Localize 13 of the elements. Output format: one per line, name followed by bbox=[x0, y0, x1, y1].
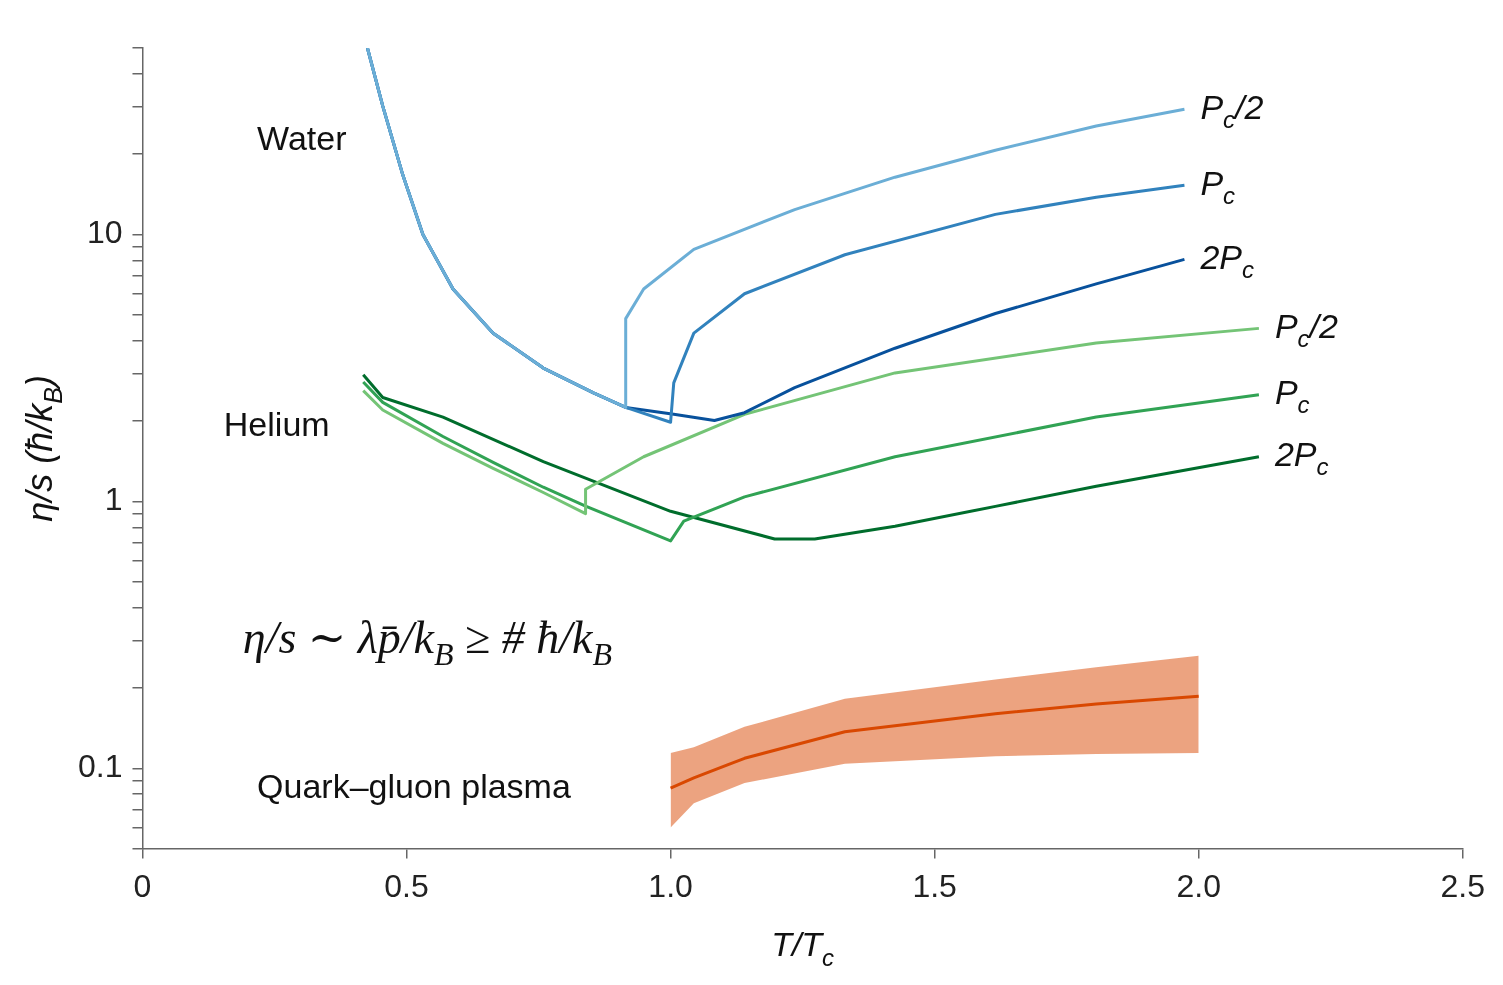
x-tick-label: 0 bbox=[133, 867, 152, 904]
x-tick-label: 0.5 bbox=[384, 867, 429, 904]
x-tick-label: 2.0 bbox=[1176, 867, 1221, 904]
x-tick-label: 1.5 bbox=[912, 867, 957, 904]
y-axis-title: η/s (ħ/kB) bbox=[19, 374, 67, 522]
y-tick-label: 1 bbox=[104, 481, 123, 518]
x-tick-label: 2.5 bbox=[1440, 867, 1485, 904]
annotation: Helium bbox=[223, 405, 330, 444]
y-tick-label: 0.1 bbox=[78, 748, 123, 785]
y-tick-label: 10 bbox=[86, 214, 123, 251]
annotation: Water bbox=[257, 118, 347, 157]
annotation: Quark–gluon plasma bbox=[257, 766, 571, 805]
x-tick-label: 1.0 bbox=[648, 867, 693, 904]
